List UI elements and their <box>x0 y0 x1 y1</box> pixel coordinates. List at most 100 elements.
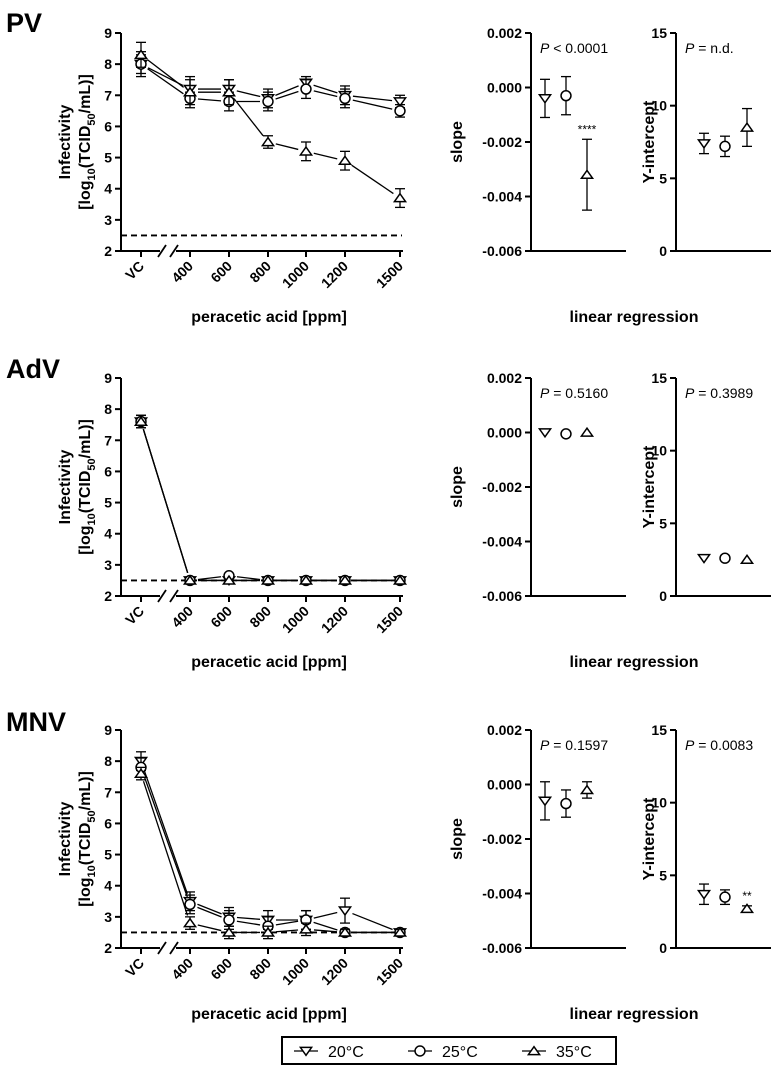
y-axis-label-part: 10 <box>86 865 98 877</box>
y-tick-label: 5 <box>104 847 112 863</box>
x-tick-label: 1500 <box>373 955 406 988</box>
series-20°C <box>133 414 408 587</box>
data-point <box>392 926 408 937</box>
data-point <box>696 553 712 564</box>
y-tick-label: 10 <box>651 443 667 459</box>
data-point <box>182 917 198 928</box>
y-axis-label-part: (TCID <box>77 126 94 169</box>
p-value-text: = n.d. <box>694 40 733 56</box>
x-tick-label: 400 <box>168 603 196 631</box>
x-tick-label: 600 <box>207 955 235 983</box>
y-axis-label-part: 50 <box>86 458 98 470</box>
y-tick-label: 0.002 <box>487 722 522 738</box>
series-line <box>236 90 261 98</box>
legend: 20°C 25°C 35°C <box>281 1036 617 1065</box>
legend-marker <box>414 1045 426 1057</box>
y-tick-label: -0.006 <box>482 243 522 259</box>
data-point-group <box>719 889 731 906</box>
y-axis-label-part: 10 <box>86 168 98 180</box>
series-line <box>197 576 222 581</box>
series-line <box>313 152 338 160</box>
p-symbol: P <box>685 40 695 56</box>
series-line <box>236 916 261 920</box>
p-value-text: < 0.0001 <box>549 40 608 56</box>
y-tick-label: 15 <box>651 370 667 386</box>
axis-break-mark <box>169 244 179 258</box>
y-tick-label: 2 <box>104 940 112 956</box>
x-tick-label: 1500 <box>373 258 406 291</box>
x-axis-label: linear regression <box>570 309 699 326</box>
y-tick-label: 10 <box>651 795 667 811</box>
y-tick-label: 3 <box>104 909 112 925</box>
series-line <box>313 929 338 933</box>
y-axis-label-part: [log <box>77 877 94 906</box>
x-tick-label: 800 <box>246 955 274 983</box>
data-point <box>133 49 149 60</box>
p-value-text: = 0.0083 <box>694 737 753 753</box>
legend-label: 35°C <box>556 1044 592 1061</box>
panel-label: AdV <box>6 354 60 384</box>
p-value-annotation: P = 0.3989 <box>685 385 753 401</box>
x-axis-label: linear regression <box>570 654 699 671</box>
p-value-annotation: P = 0.1597 <box>540 737 608 753</box>
data-point <box>260 926 276 937</box>
y-axis-label-line1: Infectivity <box>57 105 74 180</box>
y-tick-label: 0.000 <box>487 80 522 96</box>
series-line <box>313 90 338 98</box>
y-tick-label: 0 <box>659 243 667 259</box>
data-point <box>739 121 755 132</box>
series-line <box>313 921 338 931</box>
series-line <box>313 911 338 919</box>
y-tick-label: 4 <box>104 526 112 542</box>
y-axis-label-line2: [log10(TCID50/mL)] <box>77 771 98 907</box>
legend-item-25°C: 25°C <box>408 1044 478 1061</box>
y-tick-label: 0.000 <box>487 425 522 441</box>
axis-break-mark <box>169 941 179 955</box>
data-point-group <box>537 781 553 821</box>
legend-label: 25°C <box>442 1044 478 1061</box>
adv-slope-chart: 0.002 0.000 -0.002 -0.004 -0.006 slope linear … <box>449 370 698 671</box>
p-value-annotation: P = 0.0083 <box>685 737 753 753</box>
y-tick-label: 3 <box>104 557 112 573</box>
x-axis-label: peracetic acid [ppm] <box>191 1006 347 1023</box>
data-point <box>221 926 237 937</box>
y-tick-label: 0 <box>659 940 667 956</box>
data-point <box>184 898 196 911</box>
data-point <box>260 574 276 585</box>
series-line <box>275 90 299 100</box>
y-axis-label-part: 50 <box>86 113 98 125</box>
series-35°C <box>133 766 408 940</box>
series-line <box>275 929 299 933</box>
x-axis-label: peracetic acid [ppm] <box>191 309 347 326</box>
data-point <box>133 415 149 426</box>
data-point <box>298 145 314 156</box>
series-line <box>233 98 264 137</box>
y-tick-label: 5 <box>659 170 667 186</box>
series-20°C <box>133 751 408 939</box>
y-axis-label: Infectivity[log10(TCID50/mL)] <box>57 74 98 210</box>
x-tick-label: 800 <box>246 258 274 286</box>
series-line <box>275 143 299 151</box>
series-line <box>313 84 338 94</box>
data-point-group <box>696 883 712 906</box>
y-tick-label: 0.002 <box>487 370 522 386</box>
series-line <box>197 98 222 102</box>
y-axis-label-part: /mL)] <box>77 771 94 810</box>
mnv-yintercept-chart: 15 10 5 0 Y-intercept P = 0.0083 ** <box>641 722 771 956</box>
y-tick-label: -0.002 <box>482 134 522 150</box>
pv-slope-chart: 0.002 0.000 -0.002 -0.004 -0.006 slope linear … <box>449 25 698 326</box>
data-point <box>537 428 553 439</box>
legend-box <box>281 1036 617 1065</box>
legend-marker <box>298 1046 314 1057</box>
series-line <box>143 774 188 898</box>
data-point-group <box>560 789 572 818</box>
axis-break-mark <box>157 941 167 955</box>
data-point <box>719 552 731 564</box>
legend-item-35°C: 35°C <box>522 1044 592 1061</box>
data-point <box>182 574 198 585</box>
data-point <box>298 574 314 585</box>
panel-label: PV <box>6 8 42 38</box>
x-tick-label: 400 <box>168 955 196 983</box>
y-tick-label: 10 <box>651 98 667 114</box>
